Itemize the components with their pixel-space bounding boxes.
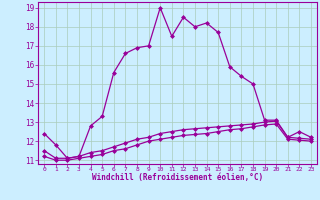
X-axis label: Windchill (Refroidissement éolien,°C): Windchill (Refroidissement éolien,°C): [92, 173, 263, 182]
